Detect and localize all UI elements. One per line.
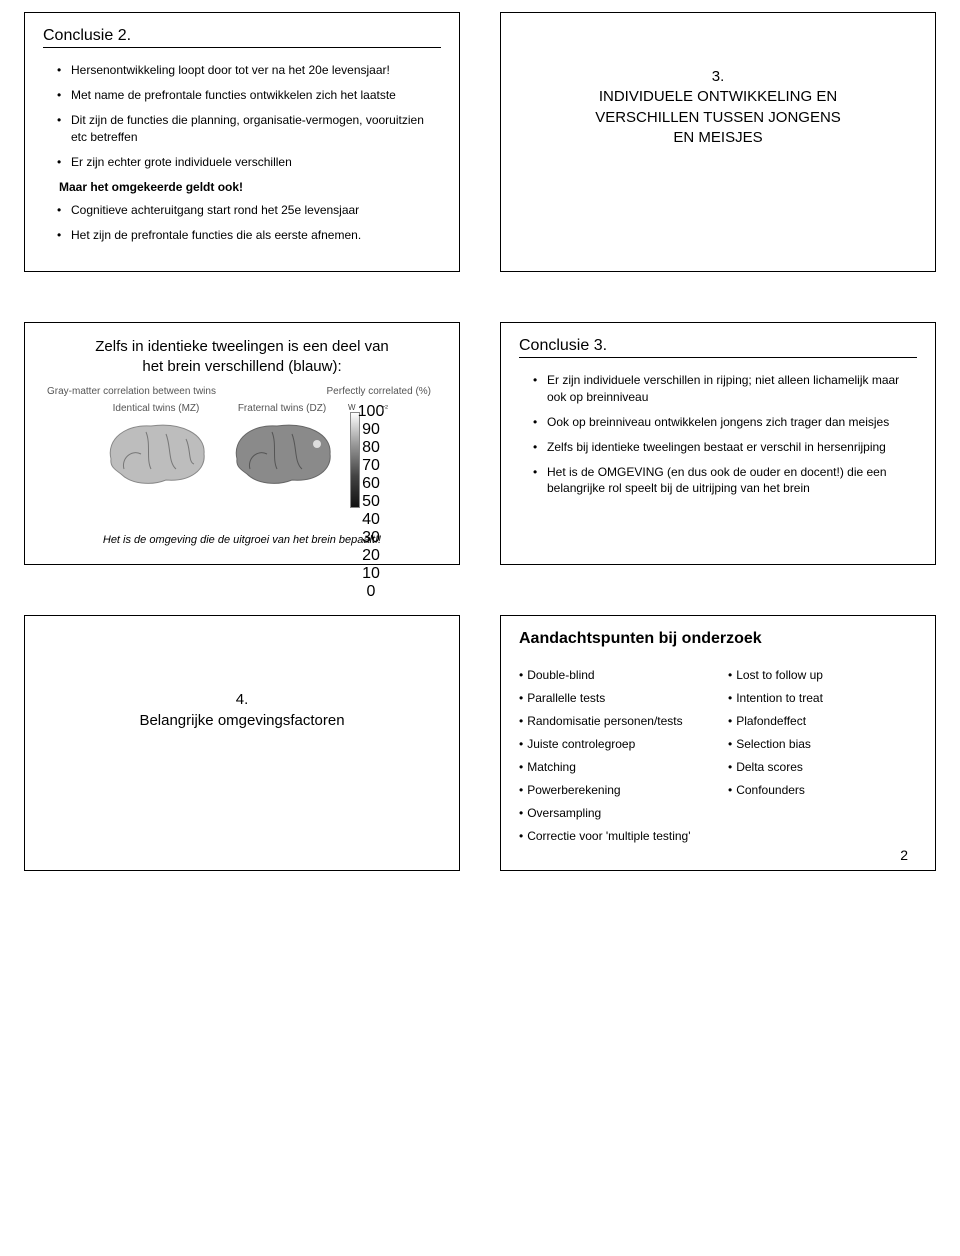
section-title: 4. Belangrijke omgevingsfactoren [43,630,441,791]
line: EN MEISJES [673,129,762,146]
list-item: Confounders [728,783,917,798]
list-item: Plafondeffect [728,714,917,729]
slide-section-4: 4. Belangrijke omgevingsfactoren [24,615,460,871]
brain-mz-icon [96,414,216,494]
bullet: Er zijn individuele verschillen in rijpi… [537,372,917,404]
line: het brein verschillend (blauw): [142,358,341,375]
list-item: Correctie voor 'multiple testing' [519,829,708,844]
slide-conclusie-3: Conclusie 3. Er zijn individuele verschi… [500,322,936,565]
tick: 20 [362,547,380,565]
line: Zelfs in identieke tweelingen is een dee… [95,338,389,355]
bullet: Dit zijn de functies die planning, organ… [61,112,441,144]
list-item: Selection bias [728,737,917,752]
bullet: Ook op breinniveau ontwikkelen jongens z… [537,414,917,430]
tick: 10 [362,565,380,583]
row-1: Conclusie 2. Hersenontwikkeling loopt do… [24,12,936,272]
r2-label: r² [382,403,388,413]
colorbar [348,412,362,508]
line: VERSCHILLEN TUSSEN JONGENS [595,109,841,126]
tick: 60 [362,475,380,493]
figure-caption: Het is de omgeving die de uitgroei van h… [43,534,441,546]
slide-title: Conclusie 3. [519,337,917,358]
list-col-2: Lost to follow up Intention to treat Pla… [728,668,917,852]
line: 4. [236,691,249,708]
tick: 70 [362,457,380,475]
bullet-list-b: Cognitieve achteruitgang start rond het … [43,202,441,243]
bullet: Zelfs bij identieke tweelingen bestaat e… [537,439,917,455]
list-item: Double-blind [519,668,708,683]
list-item: Intention to treat [728,691,917,706]
list-item: Powerberekening [519,783,708,798]
bullet-list: Er zijn individuele verschillen in rijpi… [519,372,917,496]
slide-title: Conclusie 2. [43,27,441,48]
list-col-1: Double-blind Parallelle tests Randomisat… [519,668,708,852]
line: 3. [712,68,725,85]
row-2: Zelfs in identieke tweelingen is een dee… [24,322,936,565]
row-3: 4. Belangrijke omgevingsfactoren Aandach… [24,615,936,871]
tick: 80 [362,439,380,457]
brain-mz-col: Identical twins (MZ) [96,403,216,499]
page-number: 2 [900,847,908,863]
colorbar-block: W 100 90 80 70 60 50 40 30 20 10 0 r² [348,403,388,508]
slide-twins-figure: Zelfs in identieke tweelingen is een dee… [24,322,460,565]
section-title: 3. INDIVIDUELE ONTWIKKELING EN VERSCHILL… [519,27,917,188]
slide-conclusie-2: Conclusie 2. Hersenontwikkeling loopt do… [24,12,460,272]
list-item: Lost to follow up [728,668,917,683]
tick: 0 [367,583,376,601]
twin-label-dz: Fraternal twins (DZ) [222,403,342,414]
list-item: Matching [519,760,708,775]
bullet: Met name de prefrontale functies ontwikk… [61,87,441,103]
list-item: Randomisatie personen/tests [519,714,708,729]
bullet-list-a: Hersenontwikkeling loopt door tot ver na… [43,62,441,170]
line: Belangrijke omgevingsfactoren [139,712,344,729]
bullet: Hersenontwikkeling loopt door tot ver na… [61,62,441,78]
slide-section-3: 3. INDIVIDUELE ONTWIKKELING EN VERSCHILL… [500,12,936,272]
bullet: Er zijn echter grote individuele verschi… [61,154,441,170]
line: INDIVIDUELE ONTWIKKELING EN [599,88,837,105]
sub-heading: Maar het omgekeerde geldt ook! [59,180,441,194]
tick: 100 [358,403,385,421]
bullet: Het zijn de prefrontale functies die als… [61,227,441,243]
tick: 50 [362,493,380,511]
colorbar-ticks: 100 90 80 70 60 50 40 30 20 10 0 [364,403,378,499]
list-item: Oversampling [519,806,708,821]
brain-dz-icon [222,414,342,494]
twin-label-mz: Identical twins (MZ) [96,403,216,414]
fig-caption-right: Perfectly correlated (%) [327,386,431,397]
figure-top-labels: Gray-matter correlation between twins Pe… [43,386,441,399]
fig-caption-left: Gray-matter correlation between twins [47,386,216,397]
tick: 40 [362,511,380,529]
list-item: Parallelle tests [519,691,708,706]
bullet: Cognitieve achteruitgang start rond het … [61,202,441,218]
bullet: Het is de OMGEVING (en dus ook de ouder … [537,464,917,496]
slide-aandachtspunten: Aandachtspunten bij onderzoek Double-bli… [500,615,936,871]
two-col-list: Double-blind Parallelle tests Randomisat… [519,662,917,852]
figure-title: Zelfs in identieke tweelingen is een dee… [43,337,441,376]
brain-dz-col: Fraternal twins (DZ) [222,403,342,499]
slide-heading: Aandachtspunten bij onderzoek [519,630,917,648]
tick: 90 [362,421,380,439]
list-item: Delta scores [728,760,917,775]
brain-figure: Identical twins (MZ) Fraternal twins (DZ… [43,399,441,516]
list-item: Juiste controlegroep [519,737,708,752]
